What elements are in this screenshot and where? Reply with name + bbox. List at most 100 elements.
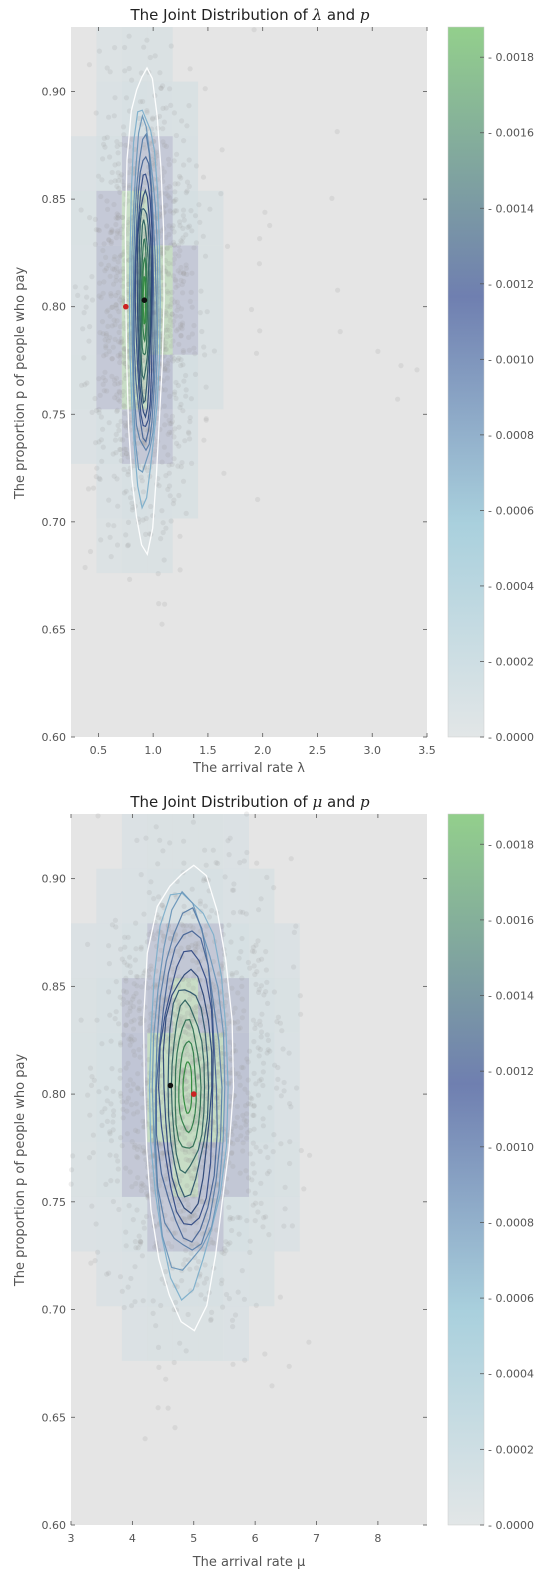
sample-point [132, 1127, 139, 1133]
sample-point [180, 235, 186, 241]
sample-point [109, 228, 115, 234]
sample-point [115, 161, 122, 167]
sample-point [166, 483, 173, 489]
sample-point [176, 173, 183, 179]
sample-point [282, 1206, 288, 1212]
sample-point [163, 1269, 169, 1275]
density-tile [147, 81, 173, 137]
sample-point [227, 835, 233, 841]
sample-point [178, 362, 184, 369]
density-tile [121, 27, 148, 82]
density-tile [71, 354, 97, 410]
sample-point [102, 337, 108, 343]
sample-point [118, 1135, 124, 1141]
sample-point [253, 1302, 259, 1308]
sample-point [263, 989, 269, 995]
sample-point [257, 236, 263, 242]
sample-point [137, 99, 143, 105]
sample-point [184, 1078, 190, 1084]
sample-point [139, 1253, 145, 1259]
sample-point [191, 322, 197, 329]
sample-point [207, 206, 213, 212]
density-tile [121, 1087, 148, 1143]
sample-point [112, 322, 118, 328]
sample-point [137, 283, 143, 289]
sample-point [117, 254, 123, 260]
sample-point [178, 264, 184, 271]
sample-point [171, 1359, 177, 1366]
sample-point [90, 485, 97, 491]
density-tile [71, 190, 97, 246]
sample-point [208, 1316, 214, 1322]
sample-point [167, 977, 173, 983]
sample-point [106, 348, 112, 354]
sample-point [141, 1150, 148, 1156]
sample-point [243, 911, 249, 917]
sample-point [110, 266, 116, 272]
sample-point [155, 571, 161, 577]
sample-point [92, 216, 98, 222]
sample-point [202, 847, 208, 853]
density-tile [71, 136, 97, 191]
sample-point [129, 77, 135, 83]
sample-point [115, 503, 121, 509]
sample-point [234, 1114, 240, 1120]
density-tile [147, 814, 173, 869]
density-tiles [71, 27, 224, 574]
contour-line [162, 968, 213, 1215]
sample-point [262, 1351, 268, 1357]
sample-point [238, 1133, 244, 1139]
sample-point [112, 917, 118, 923]
sample-point [185, 944, 191, 951]
sample-point [168, 343, 174, 349]
sample-point [99, 1109, 105, 1115]
sample-point [242, 1357, 248, 1363]
sample-point [188, 1288, 194, 1294]
sample-point [141, 970, 147, 976]
sample-point [163, 234, 169, 241]
sample-point [175, 303, 181, 309]
sample-point [105, 323, 111, 329]
sample-point [125, 472, 131, 478]
sample-point [181, 138, 187, 144]
sample-point [135, 1155, 141, 1161]
sample-point [130, 1081, 136, 1087]
sample-point [122, 934, 128, 940]
sample-point [187, 298, 193, 304]
sample-point [245, 1077, 251, 1083]
sample-point [185, 1024, 191, 1030]
sample-point [232, 1120, 238, 1126]
sample-point [134, 1146, 140, 1152]
sample-point [163, 143, 169, 149]
sample-point [275, 1064, 281, 1071]
sample-point [123, 1243, 129, 1249]
sample-point [108, 229, 115, 235]
sample-point [186, 157, 192, 163]
sample-point [166, 231, 172, 238]
sample-point [150, 1310, 156, 1316]
sample-point [183, 372, 189, 379]
sample-point [204, 309, 210, 315]
sample-point [138, 1239, 144, 1245]
sample-point [241, 1117, 247, 1123]
sample-point [108, 1138, 114, 1144]
sample-point [167, 327, 173, 334]
sample-point [100, 156, 106, 162]
sample-point [257, 328, 263, 334]
sample-point [174, 208, 180, 214]
density-tile [96, 923, 122, 979]
sample-point [213, 1044, 219, 1050]
sample-point [161, 1124, 167, 1130]
sample-point [103, 345, 109, 351]
sample-point [87, 215, 93, 221]
contour-line [139, 219, 150, 381]
sample-point [187, 66, 193, 72]
sample-point [152, 53, 158, 59]
sample-point [123, 450, 129, 456]
sample-point [111, 266, 117, 273]
sample-point [121, 298, 127, 304]
sample-point [233, 1048, 239, 1054]
sample-point [92, 395, 98, 402]
sample-point [129, 500, 135, 506]
sample-point [130, 1026, 137, 1032]
